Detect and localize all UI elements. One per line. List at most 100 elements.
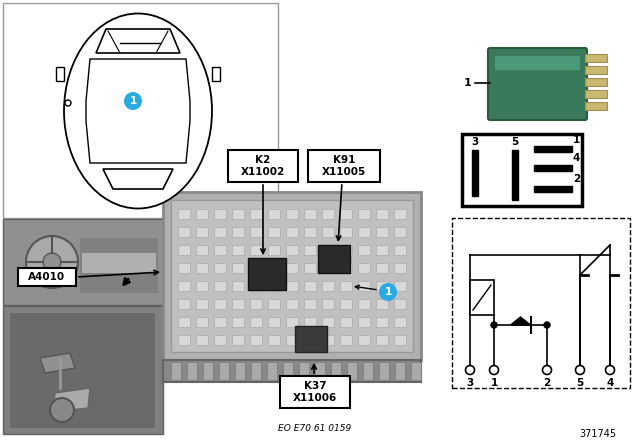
Bar [171, 362, 181, 380]
Bar [10, 313, 155, 428]
Bar [340, 299, 352, 309]
Bar [462, 134, 582, 206]
Bar [585, 66, 607, 74]
Bar [315, 362, 325, 380]
Bar [347, 362, 357, 380]
Bar [322, 299, 334, 309]
Bar [214, 245, 226, 255]
Text: 3: 3 [467, 378, 474, 388]
Bar [18, 268, 76, 286]
Bar [267, 362, 277, 380]
Bar [308, 150, 380, 182]
Text: 5: 5 [511, 137, 518, 147]
Text: 1: 1 [464, 78, 472, 88]
Bar [203, 362, 213, 380]
Bar [304, 245, 316, 255]
Text: K2
X11002: K2 X11002 [241, 155, 285, 177]
Bar [248, 258, 286, 290]
Bar [212, 67, 220, 81]
Circle shape [465, 366, 474, 375]
Text: 1: 1 [385, 287, 392, 297]
Bar [232, 245, 244, 255]
Bar [268, 335, 280, 345]
Bar [178, 335, 190, 345]
Bar [534, 146, 572, 152]
Bar [358, 317, 370, 327]
Text: 5: 5 [577, 378, 584, 388]
Polygon shape [103, 169, 173, 189]
Bar [250, 227, 262, 237]
FancyBboxPatch shape [488, 48, 587, 120]
Bar [394, 299, 406, 309]
Text: 3: 3 [472, 137, 479, 147]
Bar [394, 227, 406, 237]
Bar [322, 317, 334, 327]
Bar [358, 209, 370, 219]
Bar [376, 335, 388, 345]
Bar [196, 317, 208, 327]
Bar [340, 263, 352, 273]
Bar [304, 227, 316, 237]
Bar [178, 299, 190, 309]
Bar [495, 56, 580, 70]
Bar [250, 245, 262, 255]
Bar [376, 227, 388, 237]
Bar [585, 90, 607, 98]
Bar [318, 245, 350, 273]
Bar [376, 299, 388, 309]
Polygon shape [53, 388, 90, 412]
Bar [376, 317, 388, 327]
Polygon shape [96, 29, 180, 53]
Bar [358, 281, 370, 291]
Bar [178, 209, 190, 219]
Bar [340, 209, 352, 219]
Bar [196, 335, 208, 345]
Bar [178, 263, 190, 273]
Bar [250, 317, 262, 327]
Circle shape [490, 366, 499, 375]
Bar [286, 335, 298, 345]
Bar [358, 263, 370, 273]
Bar [196, 263, 208, 273]
Circle shape [26, 236, 78, 288]
Bar [286, 263, 298, 273]
Bar [358, 335, 370, 345]
Bar [214, 299, 226, 309]
Bar [340, 317, 352, 327]
Text: 4: 4 [606, 378, 614, 388]
Bar [394, 209, 406, 219]
Bar [163, 360, 421, 382]
Text: 1: 1 [490, 378, 498, 388]
Text: EO E70 61 0159: EO E70 61 0159 [278, 423, 351, 432]
Bar [214, 335, 226, 345]
Bar [585, 102, 607, 110]
Circle shape [379, 283, 397, 301]
Bar [411, 362, 421, 380]
Bar [394, 245, 406, 255]
Bar [585, 54, 607, 62]
Bar [534, 186, 572, 192]
Bar [232, 209, 244, 219]
Bar [3, 219, 163, 305]
Bar [232, 281, 244, 291]
Circle shape [50, 398, 74, 422]
Bar [196, 245, 208, 255]
Bar [363, 362, 373, 380]
Bar [3, 3, 278, 218]
Bar [251, 362, 261, 380]
Bar [322, 227, 334, 237]
Bar [376, 263, 388, 273]
Bar [286, 227, 298, 237]
Circle shape [43, 253, 61, 271]
Bar [340, 245, 352, 255]
Bar [171, 200, 413, 352]
Circle shape [543, 366, 552, 375]
Bar [250, 209, 262, 219]
Bar [322, 263, 334, 273]
Bar [268, 317, 280, 327]
Bar [235, 362, 245, 380]
Bar [178, 245, 190, 255]
Bar [196, 227, 208, 237]
Bar [214, 209, 226, 219]
Bar [80, 238, 158, 293]
